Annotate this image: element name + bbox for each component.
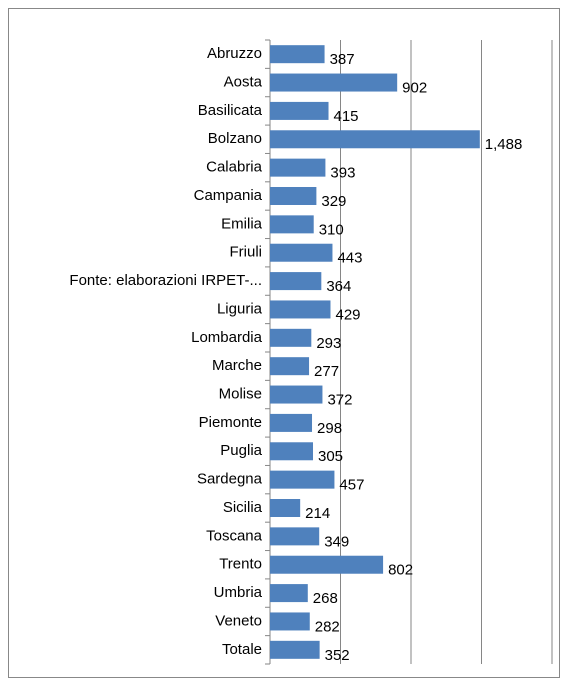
- value-label: 298: [317, 420, 342, 437]
- bar: [270, 300, 331, 319]
- bar: [270, 73, 398, 92]
- bar: [270, 272, 322, 291]
- bar: [270, 45, 325, 64]
- value-label: 364: [326, 278, 351, 295]
- bar: [270, 385, 323, 404]
- value-label: 372: [327, 392, 352, 409]
- category-label: Trento: [219, 556, 262, 573]
- value-label: 902: [402, 80, 427, 97]
- category-label: Piemonte: [199, 414, 262, 431]
- category-label: Campania: [194, 187, 263, 204]
- bar: [270, 243, 333, 262]
- value-label: 329: [321, 193, 346, 210]
- category-label: Totale: [222, 641, 262, 658]
- value-label: 1,488: [485, 136, 523, 153]
- value-label: 393: [330, 165, 355, 182]
- bar: [270, 555, 384, 574]
- value-label: 387: [330, 51, 355, 68]
- value-label: 802: [388, 562, 413, 579]
- value-label: 277: [314, 363, 339, 380]
- bar: [270, 158, 326, 177]
- bar: [270, 215, 314, 234]
- bar: [270, 130, 480, 149]
- bar: [270, 328, 312, 347]
- bar: [270, 584, 308, 603]
- value-label: 349: [324, 533, 349, 550]
- value-label: 282: [315, 618, 340, 635]
- bar: [270, 187, 317, 205]
- category-label: Emilia: [221, 215, 262, 232]
- value-label: 214: [305, 505, 330, 522]
- category-label: Friuli: [230, 244, 263, 261]
- bar: [270, 101, 329, 120]
- category-label: Bolzano: [208, 130, 262, 147]
- category-label: Lombardia: [191, 329, 263, 346]
- value-label: 443: [337, 250, 362, 267]
- value-label: 429: [335, 306, 360, 323]
- category-label: Toscana: [206, 527, 263, 544]
- bar: [270, 640, 320, 659]
- value-label: 310: [319, 221, 344, 238]
- category-label: Basilicata: [198, 102, 263, 119]
- category-label: Veneto: [215, 612, 262, 629]
- value-label: 415: [334, 108, 359, 125]
- value-label: 268: [313, 590, 338, 607]
- bar: [270, 527, 320, 546]
- category-label: Marche: [212, 357, 262, 374]
- category-label: Umbria: [214, 584, 263, 601]
- bar: [270, 442, 314, 461]
- bar: [270, 470, 335, 489]
- category-label: Sicilia: [223, 499, 263, 516]
- category-label: Molise: [219, 386, 262, 403]
- value-label: 293: [316, 335, 341, 352]
- category-label: Aosta: [224, 74, 263, 91]
- bar: [270, 357, 310, 376]
- bar: [270, 612, 310, 631]
- category-label: Fonte: elaborazioni IRPET-...: [69, 272, 262, 289]
- category-label: Puglia: [220, 442, 262, 459]
- value-label: 305: [318, 448, 343, 465]
- bar: [270, 413, 313, 432]
- category-label: Liguria: [217, 300, 263, 317]
- value-label: 457: [339, 477, 364, 494]
- category-label: Sardegna: [197, 471, 263, 488]
- value-label: 352: [325, 647, 350, 664]
- bar: [270, 499, 301, 517]
- category-label: Calabria: [206, 159, 263, 176]
- category-label: Abruzzo: [207, 45, 262, 62]
